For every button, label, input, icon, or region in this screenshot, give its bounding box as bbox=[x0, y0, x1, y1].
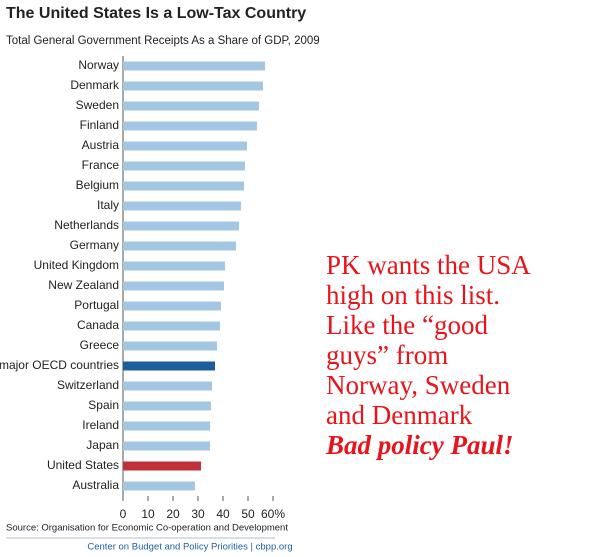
x-tick-label: 40 bbox=[216, 507, 230, 521]
y-tick-label: Netherlands bbox=[54, 218, 119, 232]
chart-subtitle: Total General Government Receipts As a S… bbox=[6, 35, 320, 47]
source: Source: Organisation for Economic Co-ope… bbox=[6, 523, 288, 534]
annotation-line: Norway, Sweden bbox=[326, 370, 511, 400]
x-tick-label: 30 bbox=[191, 507, 205, 521]
y-tick-label: Canada bbox=[77, 318, 119, 332]
y-tick-label: Japan bbox=[86, 438, 119, 452]
annotation-line: PK wants the USA bbox=[326, 250, 531, 280]
footer: Center on Budget and Policy Priorities |… bbox=[87, 542, 292, 553]
bar bbox=[123, 281, 224, 291]
bar bbox=[123, 201, 241, 211]
annotation-line: high on this list. bbox=[326, 280, 500, 310]
bar bbox=[123, 141, 247, 151]
y-tick-label: Sweden bbox=[76, 98, 119, 112]
annotation-line: Like the “good bbox=[326, 310, 488, 340]
x-tick-label: 50 bbox=[241, 507, 255, 521]
annotation-line: guys” from bbox=[326, 340, 448, 370]
chart-title: The United States Is a Low-Tax Country bbox=[6, 5, 306, 22]
x-tick-label: 0 bbox=[120, 507, 127, 521]
y-tick-label: Ireland bbox=[82, 418, 119, 432]
x-tick-label: 60% bbox=[261, 507, 285, 521]
y-tick-label: Italy bbox=[97, 198, 119, 212]
bar bbox=[123, 181, 244, 191]
y-tick-label: Austria bbox=[82, 138, 120, 152]
bar bbox=[123, 241, 236, 251]
annotation-emphasis: Bad policy Paul! bbox=[325, 430, 514, 460]
y-tick-label: Portugal bbox=[74, 298, 119, 312]
y-tick-label: France bbox=[82, 158, 120, 172]
bar bbox=[123, 401, 211, 411]
bar bbox=[123, 221, 239, 231]
x-tick-label: 10 bbox=[141, 507, 155, 521]
bar bbox=[123, 61, 265, 71]
y-tick-label: Norway bbox=[78, 58, 119, 72]
y-tick-label: Germany bbox=[70, 238, 119, 252]
bar bbox=[123, 261, 225, 271]
y-tick-label: New Zealand bbox=[48, 278, 119, 292]
y-tick-label: 7 major OECD countries bbox=[0, 358, 119, 372]
bar bbox=[123, 121, 257, 131]
y-tick-label: Australia bbox=[72, 478, 119, 492]
annotation-line: and Denmark bbox=[326, 400, 473, 430]
bar bbox=[123, 421, 210, 431]
bar bbox=[123, 461, 201, 471]
bar bbox=[123, 101, 259, 111]
bar bbox=[123, 161, 245, 171]
bar bbox=[123, 441, 210, 451]
y-tick-label: United Kingdom bbox=[34, 258, 119, 272]
y-tick-label: Greece bbox=[80, 338, 120, 352]
y-tick-label: Belgium bbox=[76, 178, 119, 192]
x-tick-label: 20 bbox=[166, 507, 180, 521]
bar bbox=[123, 341, 217, 351]
bar bbox=[123, 301, 221, 311]
y-tick-label: Denmark bbox=[70, 78, 120, 92]
bar bbox=[123, 81, 263, 91]
bar bbox=[123, 321, 220, 331]
bar bbox=[123, 481, 195, 491]
y-tick-label: Switzerland bbox=[57, 378, 119, 392]
y-tick-label: Finland bbox=[80, 118, 119, 132]
bar bbox=[123, 381, 212, 391]
bar bbox=[123, 361, 215, 371]
y-tick-label: Spain bbox=[88, 398, 119, 412]
y-tick-label: United States bbox=[47, 458, 119, 472]
